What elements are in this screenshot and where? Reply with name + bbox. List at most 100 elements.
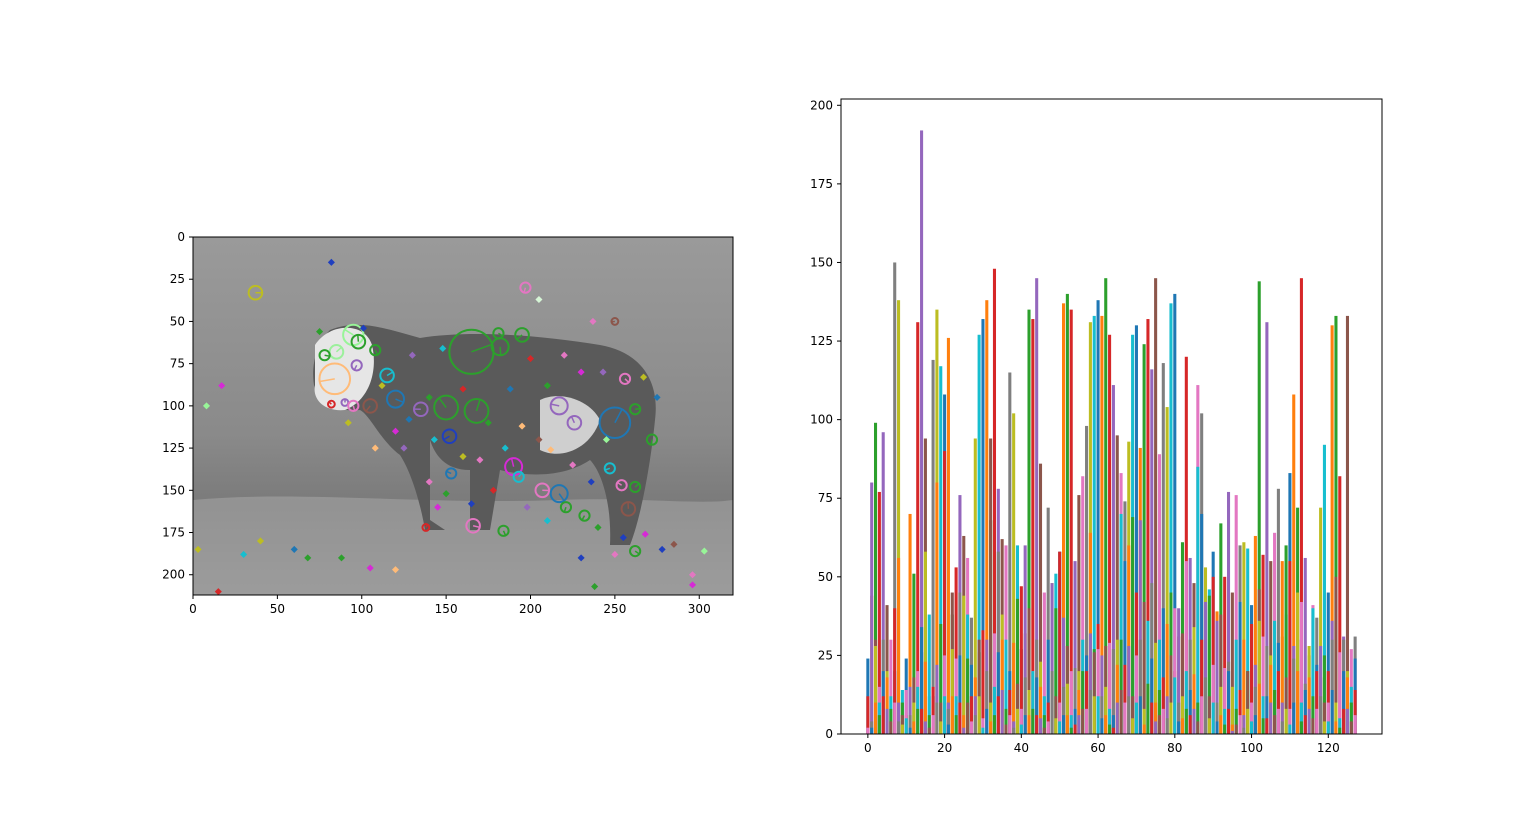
histogram-bar	[1230, 730, 1234, 734]
histogram-bar	[1062, 303, 1066, 734]
histogram-bar	[1096, 300, 1100, 734]
histogram-bar	[923, 661, 927, 734]
keypoint-orientation	[472, 525, 480, 529]
keypoint-marker	[526, 355, 535, 363]
histogram-bar	[1146, 319, 1150, 734]
histogram-bar	[950, 696, 954, 734]
keypoint-marker	[629, 480, 642, 494]
histogram-bar	[1184, 561, 1188, 734]
histogram-bar	[1027, 689, 1031, 734]
histogram-bar	[962, 595, 966, 734]
histogram-bar	[1119, 639, 1123, 734]
histogram-bar	[1077, 689, 1081, 734]
histogram-bar	[1288, 561, 1292, 734]
histogram-bar	[1058, 721, 1062, 734]
keypoint-marker	[218, 382, 226, 390]
keypoint-marker	[519, 281, 532, 294]
keypoint-circle	[549, 484, 569, 504]
histogram-bar	[1299, 601, 1303, 734]
histogram-bar	[1004, 724, 1008, 734]
histogram-bar	[1154, 721, 1158, 734]
histogram-bar	[966, 658, 970, 734]
image-x-tick-label: 100	[350, 602, 373, 616]
histogram-bar	[1326, 592, 1330, 734]
keypoint-orientation	[335, 346, 342, 353]
keypoint-orientation	[635, 407, 641, 410]
histogram-bar	[1085, 425, 1089, 734]
keypoint-marker	[594, 523, 602, 531]
keypoint-circle	[578, 509, 591, 522]
image-y-tick-label: 25	[170, 272, 185, 286]
keypoint-marker	[344, 419, 352, 427]
keypoint-circle	[559, 501, 573, 514]
histogram-bar	[1088, 689, 1092, 734]
histogram-bar	[1138, 639, 1142, 734]
histogram-bar	[981, 319, 985, 734]
histogram-bar	[1031, 671, 1035, 734]
histogram-bar	[1127, 645, 1131, 734]
keypoint-marker	[256, 537, 265, 545]
histogram-bar	[1085, 708, 1089, 734]
image-axes-frame	[192, 236, 734, 596]
histogram-bar	[1238, 689, 1242, 734]
histogram-bar	[1008, 372, 1012, 734]
descriptor-histogram-panel: 0 20 40 60 80 100 120 0 25 50 75 100 125 150 175 200	[810, 98, 1383, 755]
histogram-bar	[1234, 708, 1238, 734]
keypoint-circle	[326, 399, 336, 409]
keypoint-orientation	[510, 458, 515, 467]
keypoint-marker	[512, 470, 525, 483]
histogram-bar	[1203, 601, 1208, 734]
histogram-bar	[1292, 394, 1296, 734]
histogram-bar	[1069, 727, 1073, 734]
histogram-bar	[1196, 466, 1200, 734]
histogram-bar	[1238, 715, 1242, 734]
histogram-bar	[1184, 356, 1188, 734]
histogram-bar	[1322, 702, 1326, 734]
histogram-bar	[889, 721, 893, 734]
histogram-bar	[1161, 708, 1165, 734]
histogram-bar	[1046, 702, 1050, 734]
histogram-bar	[1000, 689, 1004, 734]
histogram-bar	[1012, 413, 1016, 734]
keypoint-marker	[589, 317, 597, 325]
keypoint-marker	[405, 415, 413, 423]
histogram-bar	[893, 702, 897, 734]
histogram-bar	[1062, 617, 1066, 734]
histogram-bar	[1342, 671, 1346, 734]
histogram-bar	[1042, 727, 1046, 734]
keypoint-circle	[379, 367, 395, 384]
keypoint-orientation	[386, 371, 394, 377]
keypoint-marker	[421, 523, 431, 532]
histogram-bar	[1292, 702, 1296, 734]
keypoint-marker	[569, 461, 577, 469]
histogram-bar	[1288, 708, 1292, 734]
keypoint-marker	[599, 368, 607, 376]
histogram-bar	[943, 451, 947, 734]
histogram-bar	[1165, 696, 1169, 734]
histogram-bar	[1200, 513, 1204, 734]
histogram-x-tick-label: 20	[937, 741, 952, 755]
histogram-bar	[989, 438, 993, 734]
histogram-x-tick-label: 60	[1090, 741, 1105, 755]
histogram-bar	[989, 702, 993, 734]
histogram-bar	[996, 652, 1000, 734]
histogram-bar	[1188, 639, 1192, 734]
histogram-bar	[1138, 520, 1142, 734]
histogram-bar	[1073, 708, 1077, 734]
histogram-bar	[939, 366, 943, 734]
histogram-bar	[1177, 702, 1181, 734]
histogram-bar	[1188, 715, 1192, 734]
histogram-bar	[1280, 702, 1284, 734]
keypoint-marker	[577, 554, 585, 562]
keypoint-marker	[441, 428, 458, 445]
histogram-bar	[1273, 620, 1277, 734]
histogram-bar	[935, 702, 939, 734]
keypoint-marker	[587, 478, 595, 486]
histogram-bar	[1165, 718, 1169, 734]
histogram-bar	[1315, 708, 1319, 734]
histogram-bar	[1257, 281, 1261, 734]
histogram-bar	[1315, 671, 1319, 734]
image-x-ticks: 0 50 100 150 200 250 300	[189, 595, 711, 616]
histogram-bar	[977, 334, 981, 734]
keypoint-orientation	[319, 378, 335, 383]
